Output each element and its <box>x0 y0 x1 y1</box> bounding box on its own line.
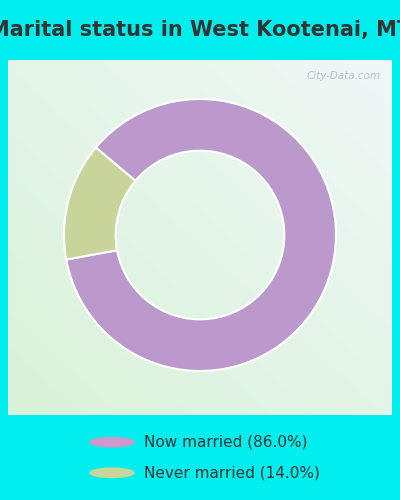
Text: Never married (14.0%): Never married (14.0%) <box>144 466 320 480</box>
Text: Marital status in West Kootenai, MT: Marital status in West Kootenai, MT <box>0 20 400 40</box>
Circle shape <box>90 438 134 447</box>
Wedge shape <box>64 148 136 260</box>
Text: Now married (86.0%): Now married (86.0%) <box>144 434 308 450</box>
Text: City-Data.com: City-Data.com <box>306 70 380 81</box>
Wedge shape <box>66 99 336 371</box>
Circle shape <box>90 468 134 477</box>
